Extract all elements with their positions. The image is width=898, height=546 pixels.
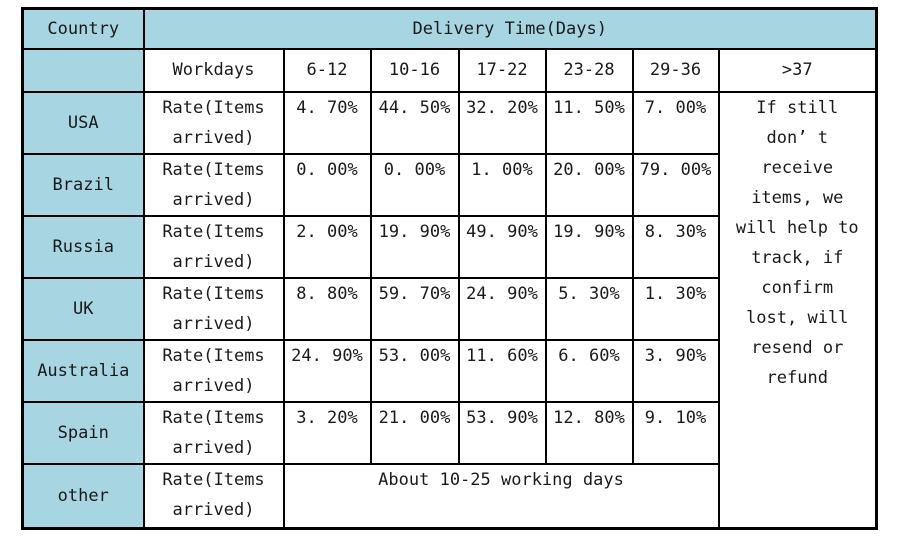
range-header-cell: 29-36 xyxy=(631,47,720,93)
country-cell: Spain xyxy=(21,400,145,465)
header-row: Country Delivery Time(Days) xyxy=(21,7,878,50)
rate-value-cell: 3. 20% xyxy=(282,400,372,465)
rate-label-cell: Rate(Items arrived) xyxy=(142,338,285,403)
rate-value-cell: 19. 90% xyxy=(369,214,460,279)
late-delivery-note-cell: If still don’ t receive items, we will h… xyxy=(717,90,878,530)
country-header-cell: Country xyxy=(21,7,145,50)
delivery-time-table: Country Delivery Time(Days) Workdays 6-1… xyxy=(21,7,878,530)
rate-value-cell: 21. 00% xyxy=(369,400,460,465)
rate-value-cell: 1. 00% xyxy=(457,152,547,217)
rate-label-cell: Rate(Items arrived) xyxy=(142,152,285,217)
range-header-cell: 6-12 xyxy=(282,47,372,93)
rate-value-cell: 6. 60% xyxy=(544,338,634,403)
rate-value-cell: 53. 90% xyxy=(457,400,547,465)
rate-label-cell: Rate(Items arrived) xyxy=(142,276,285,341)
country-cell: USA xyxy=(21,90,145,155)
blank-corner-cell xyxy=(21,47,145,93)
rate-value-cell: 44. 50% xyxy=(369,90,460,155)
country-cell: Australia xyxy=(21,338,145,403)
table-row-australia: Australia Rate(Items arrived) 24. 90% 53… xyxy=(21,338,877,403)
range-header-cell: 10-16 xyxy=(369,47,460,93)
workdays-header-cell: Workdays xyxy=(142,47,285,93)
rate-label-cell: Rate(Items arrived) xyxy=(142,90,285,155)
delivery-time-header-cell: Delivery Time(Days) xyxy=(142,7,878,50)
rate-value-cell: 59. 70% xyxy=(369,276,460,341)
rate-value-cell: 32. 20% xyxy=(457,90,547,155)
rate-value-cell: 1. 30% xyxy=(631,276,720,341)
rate-value-cell: 7. 00% xyxy=(631,90,720,155)
range-header-row: Workdays 6-12 10-16 17-22 23-28 29-36 >3… xyxy=(21,47,878,93)
table-row-brazil: Brazil Rate(Items arrived) 0. 00% 0. 00%… xyxy=(21,152,877,217)
table-row-russia: Russia Rate(Items arrived) 2. 00% 19. 90… xyxy=(21,214,877,279)
rate-value-cell: 12. 80% xyxy=(544,400,634,465)
rate-value-cell: 49. 90% xyxy=(457,214,547,279)
rate-value-cell: 11. 60% xyxy=(457,338,547,403)
table-row-uk: UK Rate(Items arrived) 8. 80% 59. 70% 24… xyxy=(21,276,877,341)
country-cell: Brazil xyxy=(21,152,145,217)
range-header-cell: 17-22 xyxy=(457,47,547,93)
rate-value-cell: 24. 90% xyxy=(457,276,547,341)
rate-label-cell: Rate(Items arrived) xyxy=(142,462,285,530)
country-cell: other xyxy=(21,462,145,530)
rate-value-cell: 24. 90% xyxy=(282,338,372,403)
table-row-spain: Spain Rate(Items arrived) 3. 20% 21. 00%… xyxy=(21,400,877,465)
rate-label-cell: Rate(Items arrived) xyxy=(142,400,285,465)
table-row-other: other Rate(Items arrived) About 10-25 wo… xyxy=(21,462,877,530)
table-row-usa: USA Rate(Items arrived) 4. 70% 44. 50% 3… xyxy=(21,90,878,530)
rate-value-cell: 20. 00% xyxy=(544,152,634,217)
rate-value-cell: 3. 90% xyxy=(631,338,720,403)
rate-value-cell: 19. 90% xyxy=(544,214,634,279)
rate-label-cell: Rate(Items arrived) xyxy=(142,214,285,279)
other-countries-note-cell: About 10-25 working days xyxy=(282,462,720,530)
rate-value-cell: 0. 00% xyxy=(282,152,372,217)
rate-value-cell: 79. 00% xyxy=(631,152,720,217)
range-header-cell: 23-28 xyxy=(544,47,634,93)
rate-value-cell: 8. 80% xyxy=(282,276,372,341)
rate-value-cell: 5. 30% xyxy=(544,276,634,341)
rate-value-cell: 2. 00% xyxy=(282,214,372,279)
rate-value-cell: 4. 70% xyxy=(282,90,372,155)
rate-value-cell: 0. 00% xyxy=(369,152,460,217)
country-cell: UK xyxy=(21,276,145,341)
country-cell: Russia xyxy=(21,214,145,279)
rate-value-cell: 9. 10% xyxy=(631,400,720,465)
rate-value-cell: 11. 50% xyxy=(544,90,634,155)
rate-value-cell: 53. 00% xyxy=(369,338,460,403)
range-header-cell: >37 xyxy=(717,47,878,93)
rate-value-cell: 8. 30% xyxy=(631,214,720,279)
